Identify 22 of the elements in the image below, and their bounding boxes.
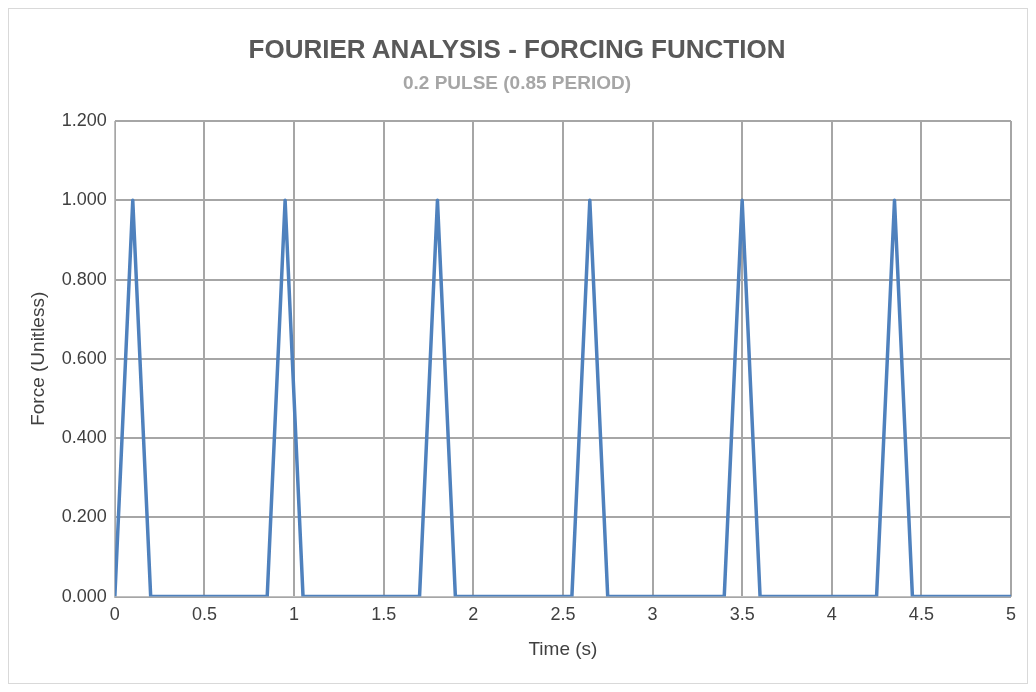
y-tick-label: 0.400 xyxy=(61,427,107,448)
y-tick-label: 0.800 xyxy=(61,268,107,289)
x-axis-title: Time (s) xyxy=(528,637,598,659)
y-tick-label: 1.200 xyxy=(61,109,107,130)
x-tick-label: 5 xyxy=(1005,604,1017,625)
x-tick-label: 4 xyxy=(826,604,837,625)
y-tick-label: 1.000 xyxy=(61,189,107,210)
x-tick-label: 2 xyxy=(468,604,479,625)
y-tick-label: 0.000 xyxy=(61,585,107,606)
x-tick-label: 2.5 xyxy=(550,604,576,625)
x-tick-label: 3 xyxy=(647,604,658,625)
x-tick-label: 4.5 xyxy=(908,604,934,625)
x-tick-label: 1 xyxy=(289,604,300,625)
x-tick-label: 0.5 xyxy=(191,604,217,625)
y-tick-label: 0.600 xyxy=(61,347,107,368)
x-tick-label: 0 xyxy=(109,604,120,625)
x-tick-label: 1.5 xyxy=(371,604,397,625)
y-axis-title: Force (Unitless) xyxy=(26,291,48,426)
chart-title: FOURIER ANALYSIS - FORCING FUNCTION xyxy=(248,33,786,64)
chart-subtitle: 0.2 PULSE (0.85 PERIOD) xyxy=(402,71,632,93)
x-tick-label: 3.5 xyxy=(729,604,755,625)
y-tick-label: 0.200 xyxy=(61,506,107,527)
